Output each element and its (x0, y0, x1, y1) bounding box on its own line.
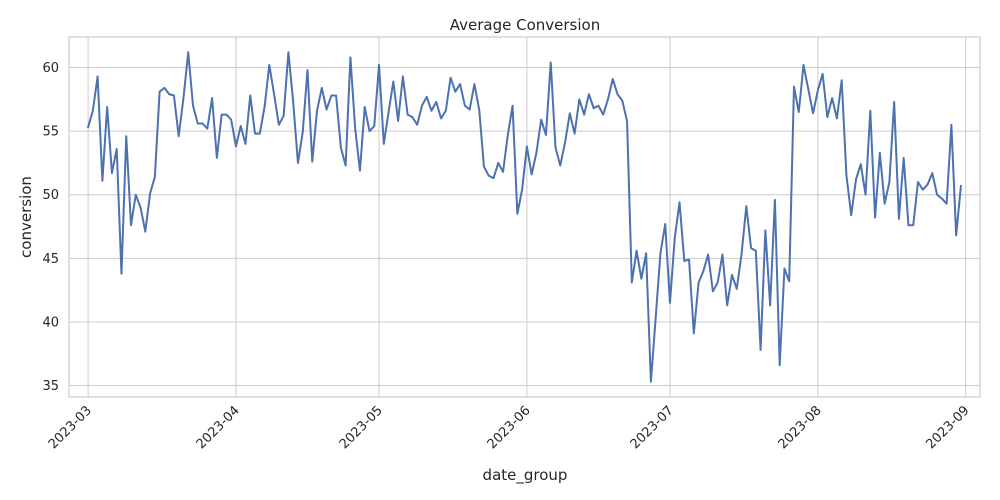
x-tick-label: 2023-03 (46, 403, 95, 452)
series-line-0 (87, 51, 962, 383)
x-tick-label: 2023-07 (628, 403, 677, 452)
x-tick-label: 2023-08 (776, 403, 825, 452)
grid-lines (69, 37, 980, 397)
y-axis-label: conversion (17, 176, 35, 258)
y-tick-label: 60 (42, 61, 59, 76)
y-tick-labels: 35 40 45 50 55 60 (42, 61, 59, 394)
y-tick-label: 45 (42, 252, 59, 267)
chart-title: Average Conversion (450, 16, 600, 34)
x-tick-label: 2023-09 (923, 403, 972, 452)
series-layer (87, 51, 962, 383)
x-tick-label: 2023-04 (194, 403, 243, 452)
y-tick-label: 55 (42, 125, 59, 140)
x-tick-label: 2023-06 (485, 403, 534, 452)
y-tick-label: 50 (42, 188, 59, 203)
y-tick-label: 40 (42, 315, 59, 330)
x-tick-label: 2023-05 (337, 403, 386, 452)
y-tick-label: 35 (42, 379, 59, 394)
x-axis-label: date_group (483, 466, 568, 485)
plot-frame (68, 36, 981, 398)
x-tick-labels: 2023-03 2023-04 2023-05 2023-06 2023-07 2023-… (46, 403, 973, 452)
